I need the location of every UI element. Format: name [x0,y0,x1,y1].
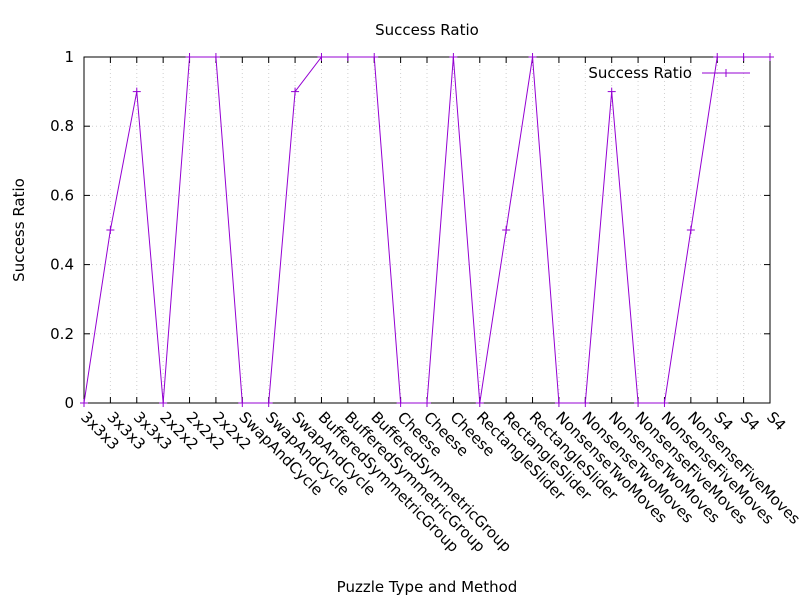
data-point [766,53,774,61]
data-point [132,87,141,96]
series-layer [80,53,774,407]
y-tick-label: 1 [64,48,74,66]
y-tick-label: 0 [64,394,74,412]
data-point [159,399,168,407]
y-axis: 0 0.2 0.4 0.6 0.8 1 [50,48,770,412]
x-tick-label: S4 [737,408,763,434]
data-point [660,399,669,407]
data-point [317,53,326,61]
legend: Success Ratio [588,64,750,82]
data-point [713,53,722,61]
x-axis-label: Puzzle Type and Method [337,578,518,596]
data-point [554,399,563,407]
data-point [686,226,695,234]
data-point [607,87,616,96]
y-tick-label: 0.4 [50,256,74,274]
legend-marker [722,69,730,77]
y-tick-label: 0.2 [50,325,74,343]
data-point [238,399,247,407]
data-point [106,226,115,234]
data-point [449,53,458,61]
y-axis-label: Success Ratio [10,178,28,282]
legend-label: Success Ratio [588,64,692,82]
data-point [581,399,590,407]
data-point [185,53,194,61]
data-point [634,399,643,407]
data-point [475,399,484,407]
data-point [502,226,511,234]
x-tick-label: S4 [763,408,789,434]
data-point [291,87,300,96]
chart-title: Success Ratio [375,21,479,39]
x-axis: 3x3x33x3x33x3x32x2x22x2x22x2x2SwapAndCyc… [77,57,800,556]
grid-lines [84,57,770,403]
data-point [211,53,220,61]
data-point [343,53,352,61]
data-point [396,399,405,407]
data-point [370,53,379,61]
data-point [80,399,88,407]
data-point [264,399,273,407]
y-tick-label: 0.6 [50,186,74,204]
data-point [739,53,748,61]
data-point [528,53,537,61]
data-point [423,399,431,407]
y-tick-label: 0.8 [50,117,74,135]
